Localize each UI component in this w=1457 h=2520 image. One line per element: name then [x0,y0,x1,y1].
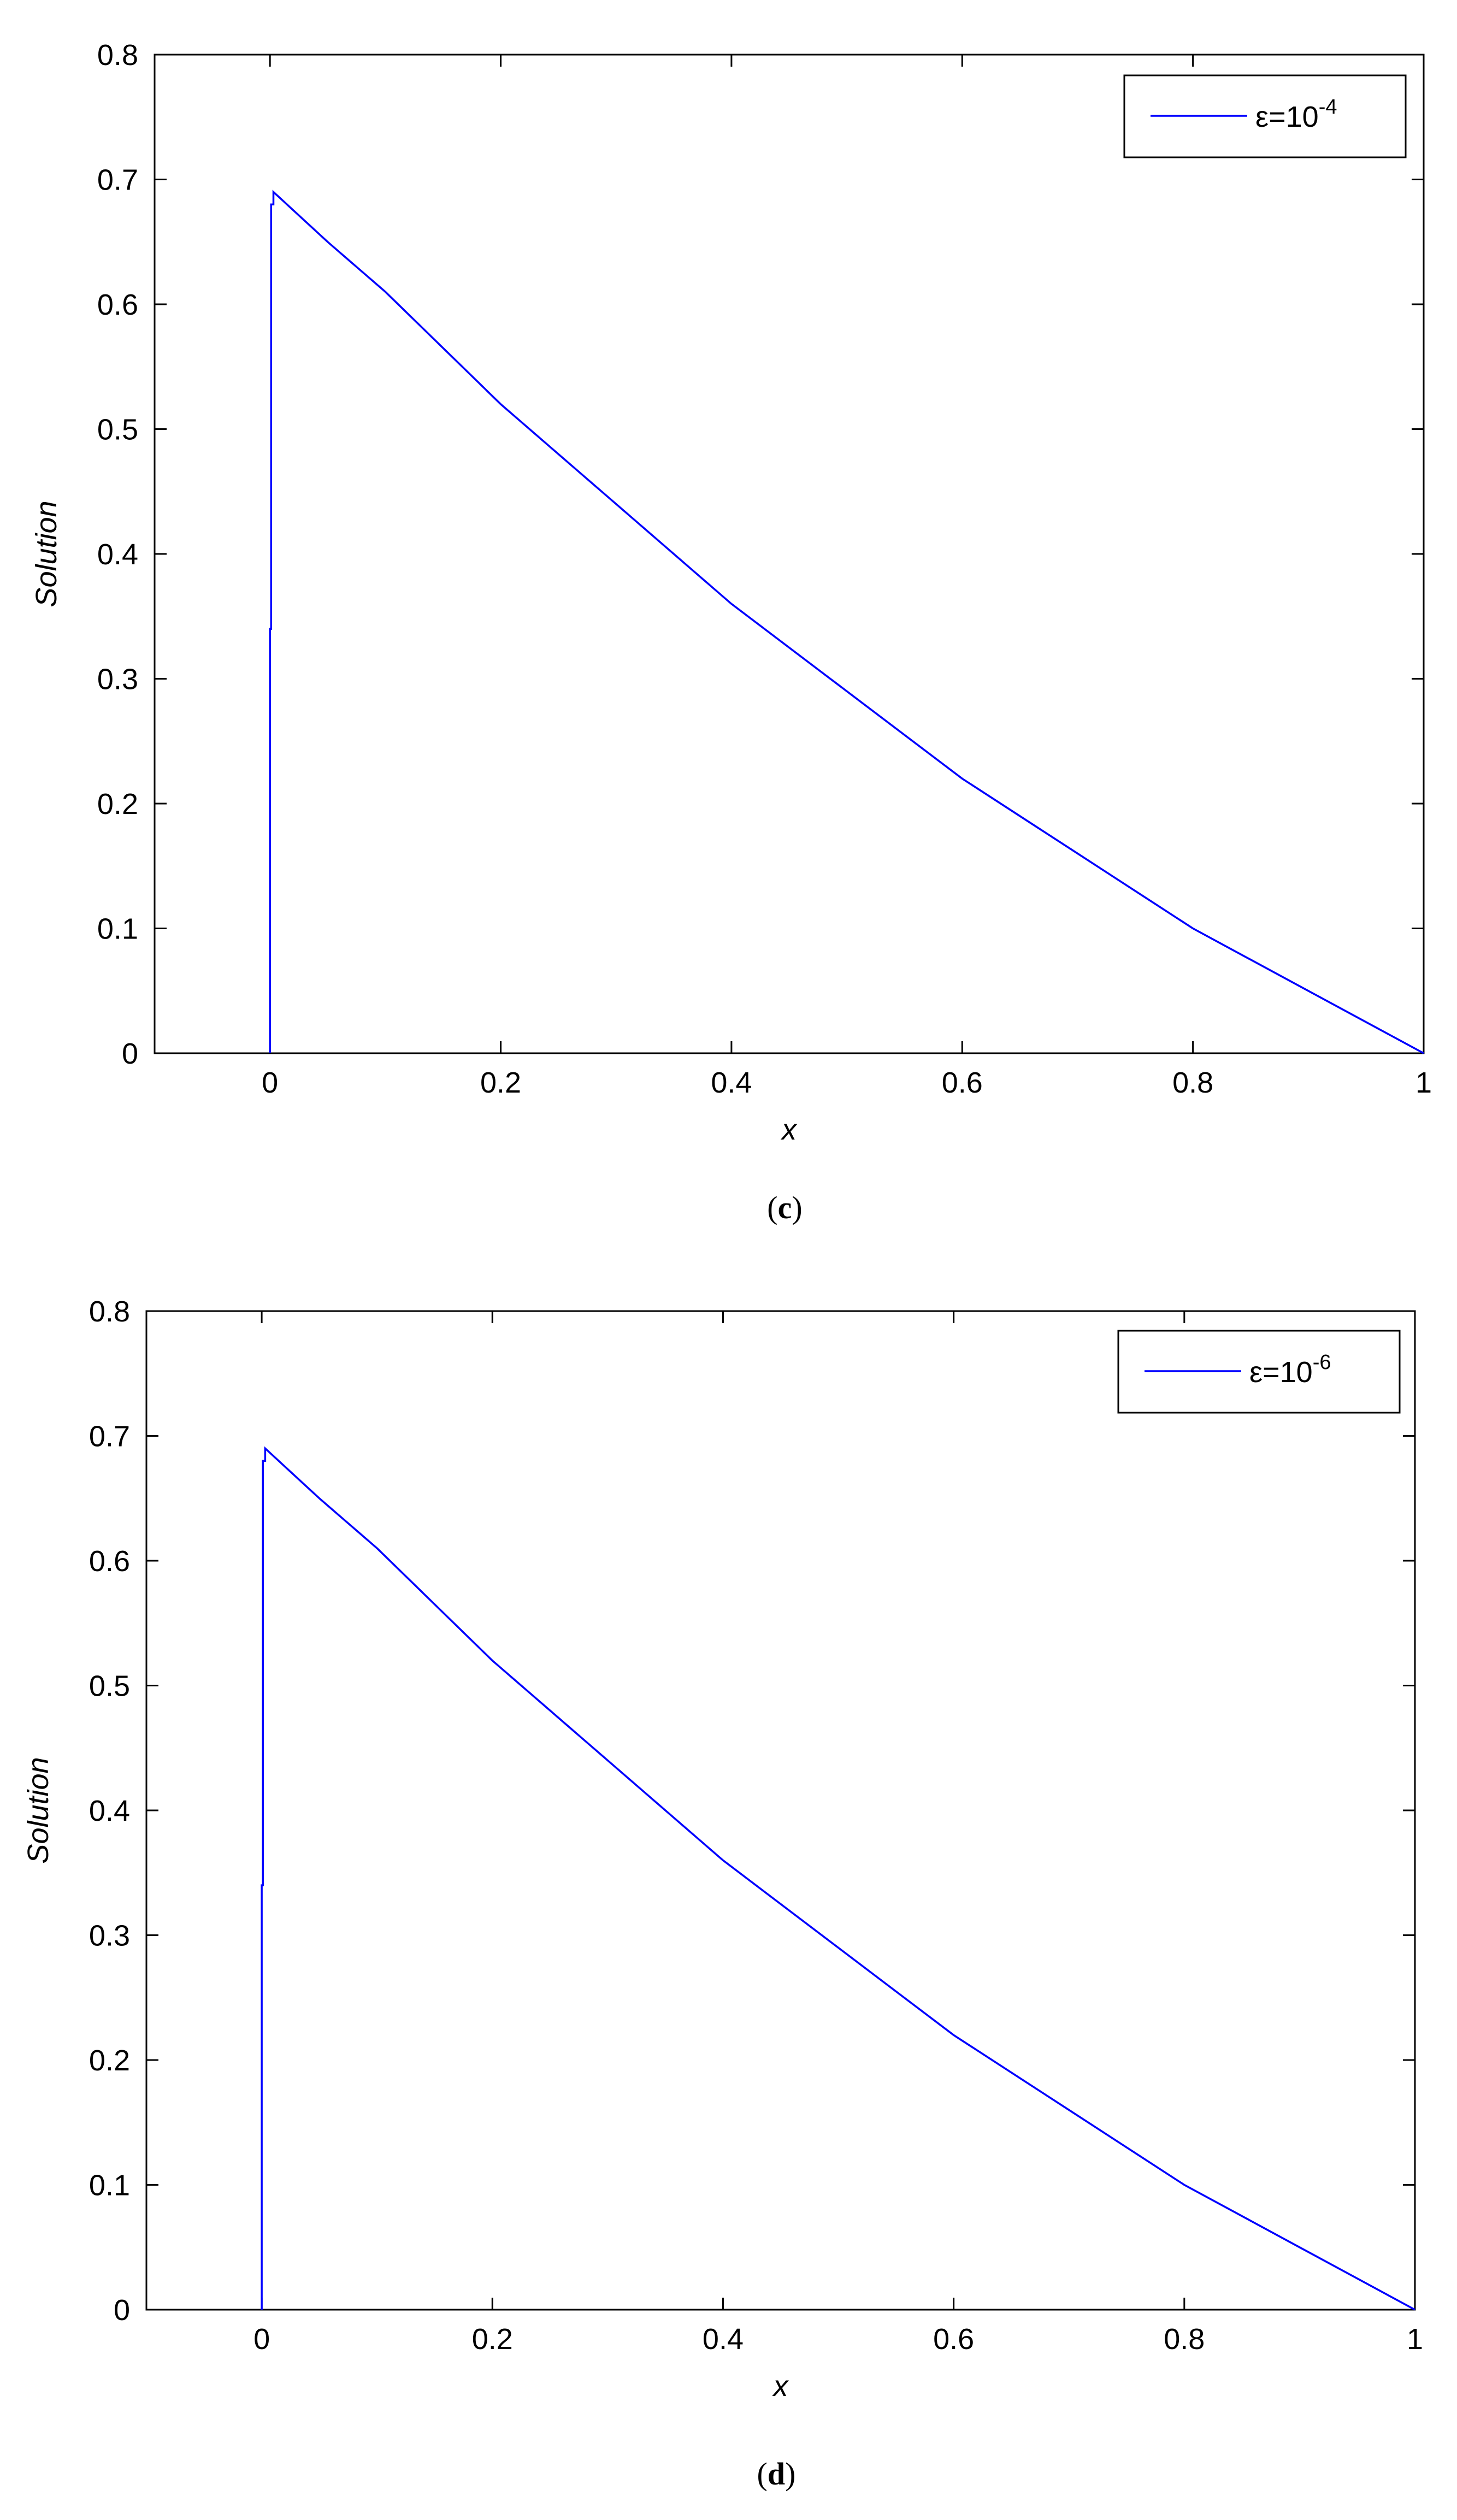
y-tick-label: 0.6 [89,1545,130,1578]
y-axis-label: Solution [22,1757,55,1863]
y-tick-label: 0.7 [89,1420,130,1453]
chart-d: 0 0.2 0.4 0.6 0.8 1 0 0.1 0.2 0.3 0.4 0.5 0.6 0.7 0.8 x… [22,1295,1423,2492]
y-tick-label: 0 [122,1037,138,1070]
x-tick-label: 0 [262,1066,278,1099]
y-tick-label: 0.3 [89,1920,130,1952]
x-tick-label: 0 [253,2323,270,2356]
y-tick-label: 0.1 [97,913,138,946]
y-tick-label: 0.1 [89,2169,130,2202]
y-tick-label: 0.4 [97,538,138,571]
y-tick-label: 0.8 [97,39,138,72]
y-tick-label: 0 [114,2294,130,2327]
y-tick-label: 0.6 [97,288,138,321]
caption-open-paren: ( [767,1190,777,1225]
x-axis-label: x [780,1113,798,1146]
y-tick-label: 0.2 [97,788,138,821]
x-tick-label: 0.8 [1164,2323,1205,2356]
y-tick-label: 0.7 [97,164,138,197]
y-tick-label: 0.5 [97,414,138,446]
x-tick-label: 1 [1415,1066,1432,1099]
series-line [269,190,1424,1054]
figure-caption: (d) [757,2456,796,2492]
series-line [261,1446,1415,2311]
y-tick-label: 0.8 [89,1295,130,1328]
x-tick-label: 0.2 [472,2323,513,2356]
caption-letter: c [778,1190,792,1225]
caption-close-paren: ) [785,2456,795,2492]
y-axis-label: Solution [30,500,63,607]
plot-frame [145,1310,1416,2311]
x-tick-label: 0.2 [480,1066,521,1099]
x-tick-label: 0.6 [942,1066,983,1099]
legend-exponent: -4 [1319,96,1337,119]
y-tick-label: 0.3 [97,663,138,696]
figure-caption: (c) [767,1190,802,1225]
caption-close-paren: ) [792,1190,802,1225]
x-tick-label: 0.8 [1172,1066,1213,1099]
caption-open-paren: ( [757,2456,768,2492]
x-axis-label: x [772,2370,789,2403]
x-tick-label: 0.4 [703,2323,744,2356]
chart-c: 0 0.2 0.4 0.6 0.8 1 0 0.1 0.2 0.3 0.4 0.5 0.6 0.7 0.8 x… [30,39,1432,1225]
y-tick-label: 0.5 [89,1670,130,1703]
x-tick-label: 0.4 [711,1066,752,1099]
caption-letter: d [768,2456,785,2492]
plot-frame [154,54,1425,1054]
y-tick-label: 0.4 [89,1795,130,1827]
x-tick-label: 0.6 [933,2323,974,2356]
legend-exponent: -6 [1313,1351,1331,1374]
y-tick-label: 0.2 [89,2044,130,2077]
x-tick-label: 1 [1407,2323,1423,2356]
